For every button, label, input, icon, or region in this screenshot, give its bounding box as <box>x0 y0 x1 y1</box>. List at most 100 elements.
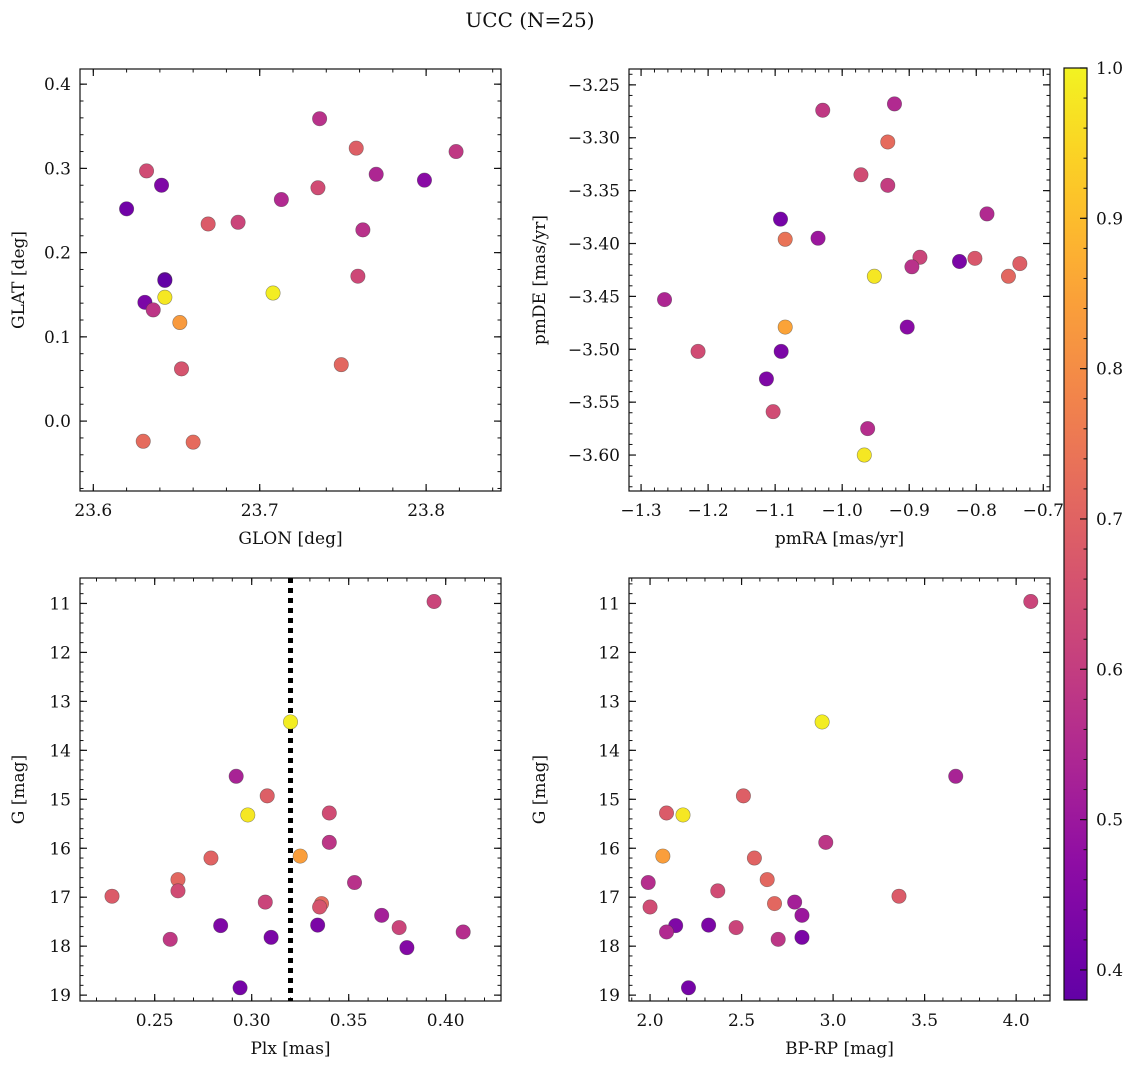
data-point <box>773 343 789 359</box>
data-point <box>758 371 774 387</box>
x-tick-label: −0.9 <box>889 501 930 521</box>
data-point <box>162 931 178 947</box>
colorbar-gradient <box>1063 67 1088 1001</box>
data-point <box>368 166 384 182</box>
data-point <box>814 714 830 730</box>
y-tick-label: −3.50 <box>568 340 620 360</box>
y-tick-label: −3.30 <box>568 129 620 149</box>
data-point <box>257 894 273 910</box>
colorbar-tick-label: 0.8 <box>1096 360 1123 380</box>
data-point <box>200 216 216 232</box>
x-tick-label: 2.0 <box>637 1011 664 1031</box>
axes-frame <box>628 68 1051 492</box>
data-point <box>157 272 173 288</box>
x-tick-label: −0.7 <box>1023 501 1064 521</box>
colorbar-tick-label: 0.5 <box>1096 811 1123 831</box>
data-point <box>157 289 173 305</box>
x-tick-label: −1.2 <box>687 501 728 521</box>
x-tick-label: 0.25 <box>136 1011 174 1031</box>
y-tick-label: 16 <box>598 839 620 859</box>
data-point <box>259 788 275 804</box>
x-tick-label: 3.0 <box>820 1011 847 1031</box>
data-point <box>273 192 289 208</box>
y-tick-label: −3.25 <box>568 76 620 96</box>
data-point <box>145 302 161 318</box>
data-point <box>350 268 366 284</box>
x-tick-label: 23.6 <box>74 501 112 521</box>
y-tick-label: 12 <box>598 643 620 663</box>
data-point <box>815 102 831 118</box>
data-point <box>655 848 671 864</box>
x-tick-label: −0.8 <box>956 501 997 521</box>
data-point <box>348 140 364 156</box>
colorbar-tick-label: 0.9 <box>1096 209 1123 229</box>
x-tick-label: 23.7 <box>241 501 279 521</box>
data-point <box>659 924 675 940</box>
colorbar-tick-label: 0.4 <box>1096 961 1123 981</box>
data-point <box>135 433 151 449</box>
data-point <box>310 917 326 933</box>
data-point <box>759 872 775 888</box>
y-tick-label: −3.55 <box>568 393 620 413</box>
y-axis-label: G [mag] <box>530 755 550 824</box>
data-point <box>880 134 896 150</box>
data-point <box>265 285 281 301</box>
data-point <box>777 231 793 247</box>
data-point <box>213 918 229 934</box>
colorbar-tick-label: 1.0 <box>1096 59 1123 79</box>
data-point <box>728 920 744 936</box>
data-point <box>416 172 432 188</box>
data-point <box>767 896 783 912</box>
data-point <box>321 805 337 821</box>
data-point <box>240 807 256 823</box>
data-point <box>642 899 658 915</box>
data-point <box>891 888 907 904</box>
data-point <box>1012 256 1028 272</box>
y-tick-label: 15 <box>49 790 71 810</box>
data-point <box>880 177 896 193</box>
y-tick-label: 17 <box>49 888 71 908</box>
data-point <box>787 894 803 910</box>
data-point <box>818 834 834 850</box>
x-tick-label: 0.35 <box>330 1011 368 1031</box>
colorbar-tick-label: 0.7 <box>1096 510 1123 530</box>
data-point <box>426 593 442 609</box>
data-point <box>951 253 967 269</box>
y-tick-label: −3.35 <box>568 182 620 202</box>
data-point <box>810 230 826 246</box>
data-point <box>948 768 964 784</box>
data-point <box>1000 268 1016 284</box>
data-point <box>185 434 201 450</box>
data-point <box>690 343 706 359</box>
data-point <box>399 940 415 956</box>
data-point <box>310 180 326 196</box>
data-point <box>794 907 810 923</box>
y-tick-label: 13 <box>598 692 620 712</box>
data-point <box>777 319 793 335</box>
data-point <box>860 421 876 437</box>
colorbar: 0.4 0.5 0.6 0.7 0.8 0.9 1.0 <box>1063 59 1123 1001</box>
data-point <box>448 144 464 160</box>
data-point <box>773 211 789 227</box>
y-tick-label: 15 <box>598 790 620 810</box>
y-tick-label: 19 <box>598 986 620 1006</box>
x-tick-label: 4.0 <box>1003 1011 1030 1031</box>
data-point <box>333 357 349 373</box>
x-tick-label: −1.0 <box>822 501 863 521</box>
data-point <box>794 929 810 945</box>
data-point <box>119 201 135 217</box>
y-tick-label: 0.4 <box>44 75 71 95</box>
data-point <box>391 920 407 936</box>
y-tick-label: 19 <box>49 986 71 1006</box>
data-point <box>904 259 920 275</box>
x-tick-label: −1.1 <box>755 501 796 521</box>
panel-pmra-pmde: pmRA [mas/yr] pmDE [mas/yr] −1.3 −1.2 −1.1… <box>530 68 1064 549</box>
data-point <box>170 883 186 899</box>
y-axis-label: pmDE [mas/yr] <box>530 215 550 345</box>
y-tick-label: 0.2 <box>44 244 71 264</box>
y-axis-label: G [mag] <box>9 755 29 824</box>
data-point <box>174 361 190 377</box>
x-axis-label: Plx [mas] <box>250 1039 330 1059</box>
data-point <box>675 807 691 823</box>
